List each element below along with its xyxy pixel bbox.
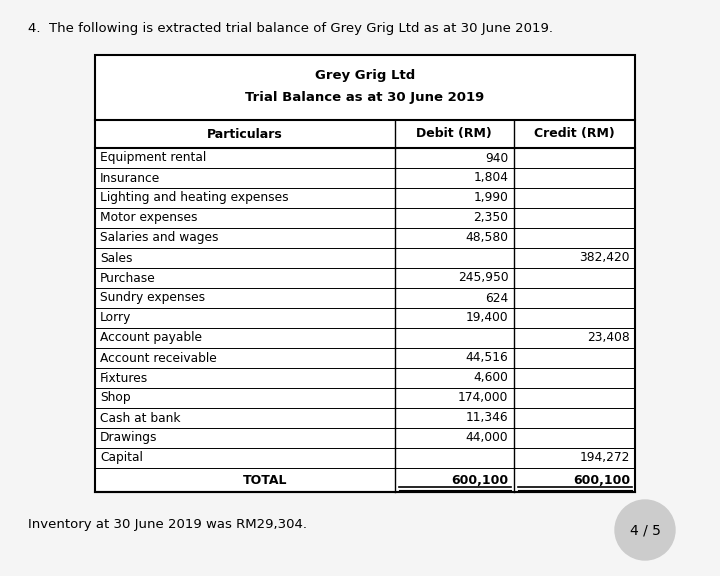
Text: 2,350: 2,350: [474, 211, 508, 225]
Text: 4,600: 4,600: [474, 372, 508, 385]
Text: Grey Grig Ltd: Grey Grig Ltd: [315, 69, 415, 82]
Text: 1,804: 1,804: [474, 172, 508, 184]
Text: 19,400: 19,400: [466, 312, 508, 324]
Text: 23,408: 23,408: [588, 332, 630, 344]
Text: Lighting and heating expenses: Lighting and heating expenses: [100, 191, 289, 204]
Text: TOTAL: TOTAL: [243, 473, 287, 487]
Bar: [95, 55, 635, 492]
Text: Trial Balance as at 30 June 2019: Trial Balance as at 30 June 2019: [246, 91, 485, 104]
Text: 624: 624: [485, 291, 508, 305]
Text: Particulars: Particulars: [207, 127, 283, 141]
Text: 4.  The following is extracted trial balance of Grey Grig Ltd as at 30 June 2019: 4. The following is extracted trial bala…: [28, 22, 553, 35]
Text: Sundry expenses: Sundry expenses: [100, 291, 205, 305]
Text: Cash at bank: Cash at bank: [100, 411, 181, 425]
Text: Motor expenses: Motor expenses: [100, 211, 197, 225]
Text: 1,990: 1,990: [474, 191, 508, 204]
Text: Insurance: Insurance: [100, 172, 161, 184]
Text: 600,100: 600,100: [573, 473, 630, 487]
Text: Account payable: Account payable: [100, 332, 202, 344]
Text: 4 / 5: 4 / 5: [629, 523, 660, 537]
Text: 48,580: 48,580: [466, 232, 508, 244]
Text: Salaries and wages: Salaries and wages: [100, 232, 218, 244]
Text: 174,000: 174,000: [458, 392, 508, 404]
Text: Debit (RM): Debit (RM): [416, 127, 492, 141]
Text: 600,100: 600,100: [451, 473, 508, 487]
Text: 382,420: 382,420: [580, 252, 630, 264]
Text: 245,950: 245,950: [458, 271, 508, 285]
Circle shape: [615, 500, 675, 560]
Text: Lorry: Lorry: [100, 312, 131, 324]
Text: Purchase: Purchase: [100, 271, 156, 285]
Text: Inventory at 30 June 2019 was RM29,304.: Inventory at 30 June 2019 was RM29,304.: [28, 518, 307, 531]
Text: 44,516: 44,516: [466, 351, 508, 365]
Text: Drawings: Drawings: [100, 431, 158, 445]
Text: Fixtures: Fixtures: [100, 372, 148, 385]
Text: Sales: Sales: [100, 252, 132, 264]
Text: 194,272: 194,272: [580, 452, 630, 464]
Text: Account receivable: Account receivable: [100, 351, 217, 365]
Text: Equipment rental: Equipment rental: [100, 151, 206, 165]
Text: 44,000: 44,000: [466, 431, 508, 445]
Text: Shop: Shop: [100, 392, 130, 404]
Text: Credit (RM): Credit (RM): [534, 127, 615, 141]
Text: 940: 940: [485, 151, 508, 165]
Text: Capital: Capital: [100, 452, 143, 464]
Text: 11,346: 11,346: [466, 411, 508, 425]
